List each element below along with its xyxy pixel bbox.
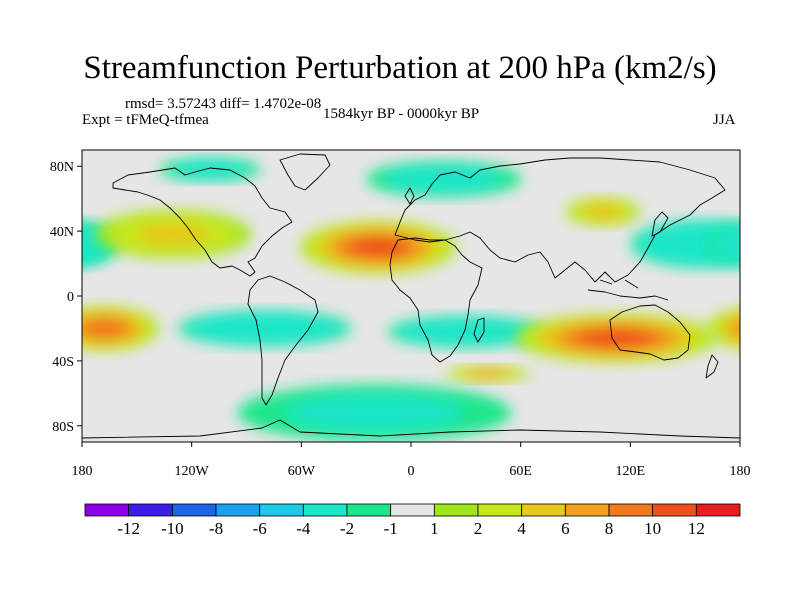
contour-arctic-siberia-low	[366, 160, 522, 198]
colorbar-label: 4	[517, 519, 526, 538]
colorbar-swatch	[128, 503, 173, 517]
contour-south-america-low	[177, 310, 352, 347]
x-axis: 180 120W 60W 0 60E 120E 180	[72, 442, 751, 479]
new-zealand-coast	[705, 354, 719, 379]
y-tick-label: 40S	[52, 355, 74, 370]
x-tick-label: 60W	[288, 464, 316, 479]
colorbar-label: -1	[384, 519, 398, 538]
colorbar-swatch	[171, 503, 217, 517]
contour-south-pacific-west-high	[82, 306, 740, 351]
north-america-coast	[112, 167, 293, 277]
x-tick-label: 180	[72, 464, 93, 479]
x-tick-label: 180	[730, 464, 751, 479]
colorbar-swatch	[302, 503, 348, 517]
y-tick-label: 80S	[52, 420, 74, 435]
y-tick-label: 0	[67, 290, 74, 305]
y-tick-label: 40N	[50, 225, 74, 240]
colorbar-label: -6	[253, 519, 267, 538]
y-tick-label: 80N	[50, 160, 74, 175]
colorbar-swatch	[215, 503, 261, 517]
colorbar-swatch	[477, 503, 523, 517]
eurasia-coast	[394, 157, 726, 283]
colorbar: -12 -10 -8 -6 -4 -2 -1 1 2 4 6 8 10 12	[84, 503, 741, 538]
australia-coast	[609, 304, 691, 361]
colorbar-label: -2	[340, 519, 354, 538]
colorbar-label: -4	[296, 519, 311, 538]
colorbar-swatch	[695, 503, 741, 517]
colorbar-label: 8	[605, 519, 614, 538]
colorbar-swatch	[259, 503, 304, 517]
contour-antarctic-low	[237, 384, 512, 442]
uk-coast	[404, 187, 415, 205]
x-tick-label: 60E	[509, 464, 532, 479]
indonesia-coast	[587, 279, 669, 301]
colorbar-swatch	[521, 503, 566, 517]
contour-indian-ocean-australia-high	[515, 313, 717, 363]
period-label: 1584kyr BP - 0000kyr BP	[323, 106, 480, 122]
contour-south-atlantic-low	[388, 315, 544, 348]
colorbar-swatch	[390, 503, 435, 517]
contour-north-pacific-high	[95, 210, 252, 259]
contour-arctic-canada-low	[159, 157, 261, 182]
coastlines	[82, 153, 740, 439]
contour-southern-indian-high	[446, 365, 529, 382]
africa-coast	[389, 237, 483, 363]
contour-east-asia-high	[566, 197, 640, 226]
colorbar-swatch	[433, 503, 479, 517]
colorbar-label: 6	[561, 519, 570, 538]
x-tick-label: 120W	[175, 464, 210, 479]
experiment-label: Expt = tFMeQ-tfmea	[82, 112, 209, 128]
madagascar-coast	[473, 317, 485, 343]
antarctica-coast	[82, 419, 740, 439]
x-tick-label: 0	[408, 464, 415, 479]
y-axis: 80N 40N 0 40S 80S	[50, 160, 82, 435]
colorbar-swatch	[346, 503, 392, 517]
x-tick-label: 120E	[616, 464, 646, 479]
greenland-coast	[279, 153, 331, 191]
colorbar-swatch	[608, 503, 654, 517]
chart-title: Streamfunction Perturbation at 200 hPa (…	[83, 50, 717, 86]
colorbar-label: -8	[209, 519, 223, 538]
japan-coast	[651, 211, 669, 237]
colorbar-swatch	[84, 503, 130, 517]
colorbar-label: 2	[474, 519, 483, 538]
season-label: JJA	[713, 112, 736, 128]
colorbar-label: 1	[430, 519, 439, 538]
south-america-coast	[247, 275, 319, 406]
colorbar-label: 10	[644, 519, 661, 538]
colorbar-label: -12	[117, 519, 140, 538]
colorbar-swatch	[564, 503, 610, 517]
colorbar-swatch	[652, 503, 697, 517]
stats-label: rmsd= 3.57243 diff= 1.4702e-08	[125, 96, 322, 112]
colorbar-label: -10	[161, 519, 184, 538]
streamfunction-field	[82, 157, 740, 442]
colorbar-label: 12	[688, 519, 705, 538]
